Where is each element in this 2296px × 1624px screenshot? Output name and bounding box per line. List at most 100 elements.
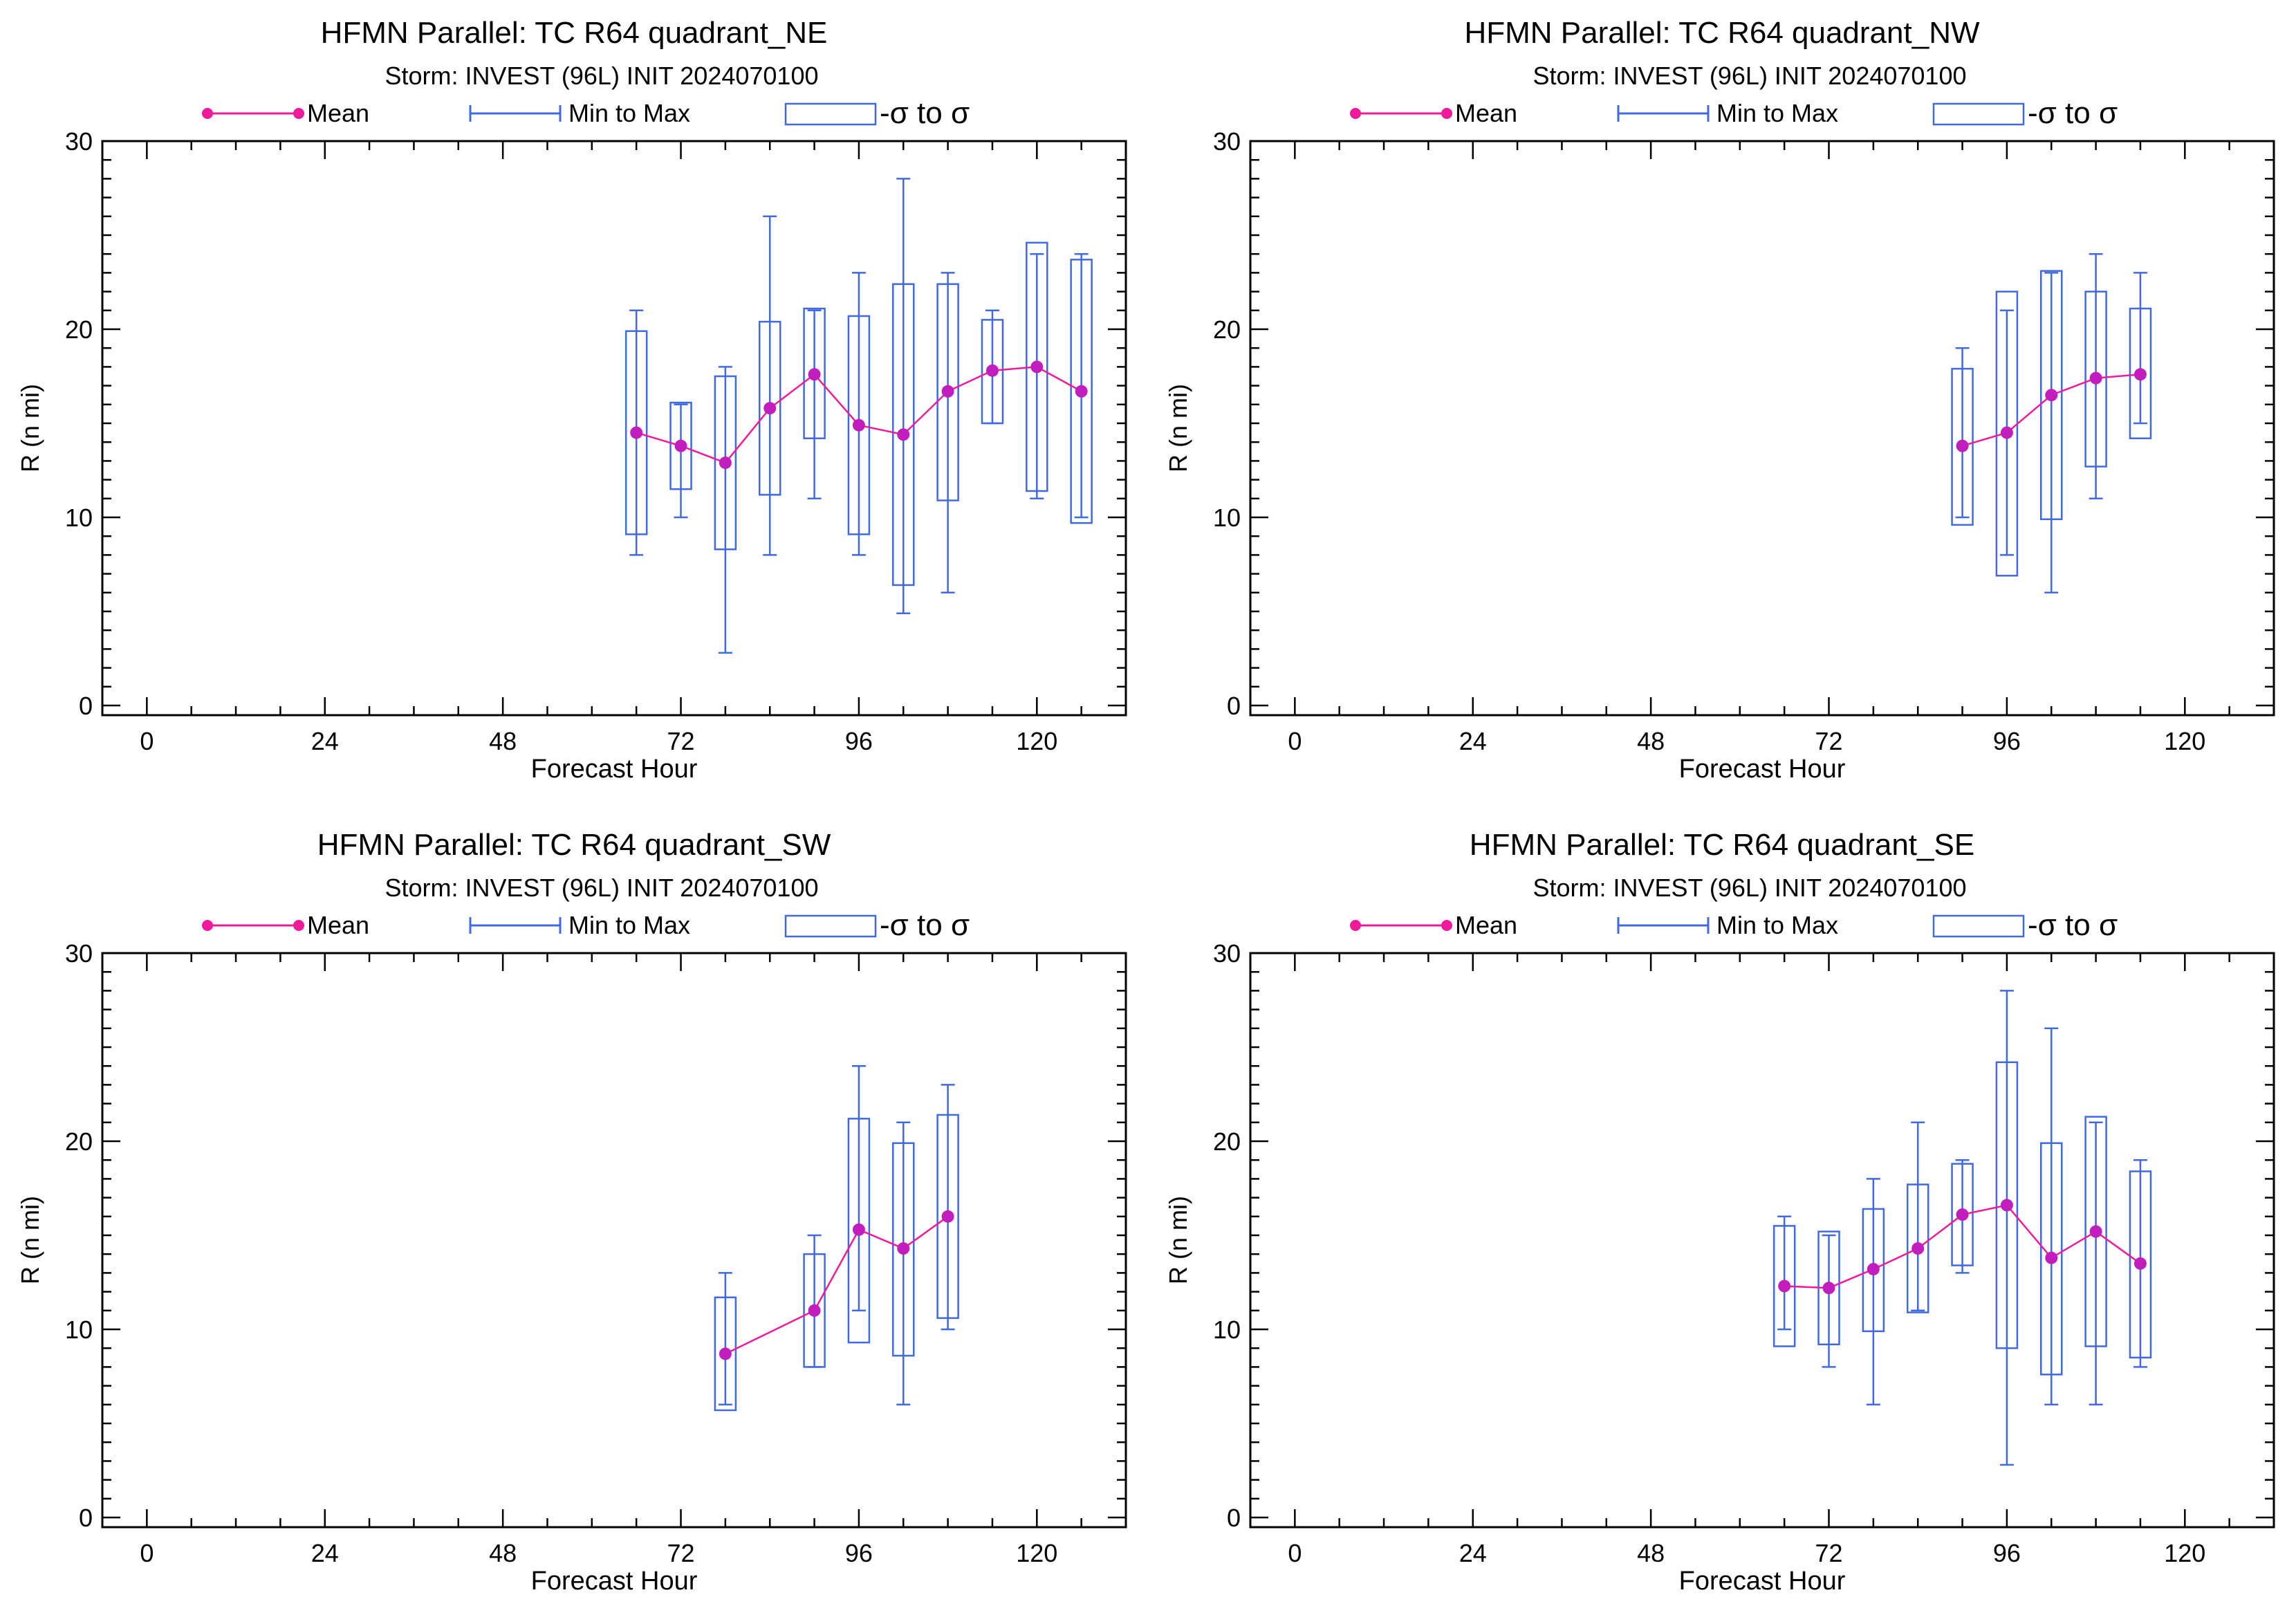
y-axis-label: R (n mi) (16, 1196, 44, 1284)
x-axis-label: Forecast Hour (1679, 1567, 1846, 1596)
sigma-box (758, 320, 781, 496)
sigma-box (624, 330, 648, 535)
mean-point (808, 1304, 821, 1317)
legend-mean-dot (1441, 108, 1452, 119)
mean-point (719, 456, 732, 470)
legend-mean-label: Mean (1455, 911, 1517, 939)
sigma-box (2129, 1170, 2152, 1359)
mean-point (1822, 1282, 1835, 1295)
chart-panel-ne: HFMN Parallel: TC R64 quadrant_NE Storm: … (16, 16, 1127, 784)
legend-minmax-label: Min to Max (568, 99, 690, 127)
legend-mean-dot (293, 920, 304, 931)
mean-point (763, 402, 777, 415)
y-axis-label: R (n mi) (1164, 384, 1192, 472)
y-tick-label: 20 (1213, 1127, 1241, 1156)
mean-point (630, 426, 643, 439)
x-tick-label: 120 (2164, 1539, 2205, 1567)
x-tick-label: 72 (1815, 1539, 1842, 1567)
plot-frame (1249, 952, 2275, 1529)
mean-point (941, 1210, 954, 1223)
sigma-box (2040, 270, 2063, 520)
sigma-box (803, 1253, 826, 1368)
x-tick-label: 24 (1459, 727, 1487, 755)
y-axis-label: R (n mi) (16, 384, 44, 472)
mean-point (1911, 1242, 1925, 1255)
x-axis: 0 24 48 72 96 120 (1288, 953, 2230, 1567)
x-tick-label: 24 (1459, 1539, 1487, 1567)
y-tick-label: 20 (1213, 315, 1241, 344)
legend-minmax-label: Min to Max (1716, 911, 1838, 939)
legend-mean-dot (1350, 920, 1361, 931)
mean-point (2000, 426, 2013, 439)
sigma-box (1951, 1163, 1974, 1266)
sigma-box (2129, 307, 2152, 440)
y-axis-label: R (n mi) (1164, 1196, 1192, 1284)
mean-point (2045, 389, 2058, 402)
y-tick-label: 20 (65, 1127, 93, 1156)
chart-title: HFMN Parallel: TC R64 quadrant_SW (317, 828, 831, 862)
mean-point (852, 418, 865, 432)
chart-subtitle: Storm: INVEST (96L) INIT 2024070100 (1533, 874, 1967, 902)
x-tick-label: 48 (489, 727, 517, 755)
x-axis: 0 24 48 72 96 120 (140, 953, 1082, 1567)
sigma-box (1951, 367, 1974, 526)
legend-sigma-label: -σ to σ (880, 908, 970, 942)
x-tick-label: 120 (1016, 1539, 1057, 1567)
x-tick-label: 72 (667, 1539, 694, 1567)
mean-point (2089, 1225, 2102, 1238)
plot-frame (101, 952, 1127, 1529)
x-tick-label: 96 (1993, 1539, 2021, 1567)
mean-point (897, 428, 910, 441)
x-axis-label: Forecast Hour (1679, 755, 1846, 784)
mean-point (2133, 368, 2147, 381)
legend-mean-dot (293, 108, 304, 119)
mean-point (808, 368, 821, 381)
x-tick-label: 96 (845, 1539, 873, 1567)
chart-title: HFMN Parallel: TC R64 quadrant_SE (1470, 828, 1974, 862)
legend: Mean Min to Max -σ to σ (202, 908, 970, 942)
data-marks (624, 178, 1093, 654)
mean-point (852, 1223, 865, 1236)
legend-mean-dot (202, 108, 213, 119)
x-axis-label: Forecast Hour (531, 1567, 698, 1596)
x-tick-label: 96 (845, 727, 873, 755)
mean-point (2089, 371, 2102, 385)
y-tick-label: 30 (1213, 127, 1241, 156)
mean-point (2045, 1251, 2058, 1264)
data-marks (1772, 990, 2152, 1466)
x-tick-label: 24 (311, 727, 339, 755)
sigma-box (2040, 1142, 2063, 1376)
y-tick-label: 0 (79, 1504, 93, 1532)
legend-mean-dot (1441, 920, 1452, 931)
y-axis: 0 10 20 30 (65, 127, 1126, 720)
sigma-box (714, 1296, 737, 1412)
legend-mean-label: Mean (307, 99, 369, 127)
sigma-box (1070, 259, 1093, 524)
legend-sigma-box (784, 102, 877, 126)
x-tick-label: 96 (1993, 727, 2021, 755)
sigma-box (1995, 1061, 2019, 1349)
legend-sigma-label: -σ to σ (2028, 908, 2118, 942)
legend: Mean Min to Max -σ to σ (202, 96, 970, 130)
mean-point (719, 1347, 732, 1360)
chart-subtitle: Storm: INVEST (96L) INIT 2024070100 (1533, 62, 1967, 90)
plot-frame (101, 140, 1127, 717)
x-tick-label: 120 (1016, 727, 1057, 755)
legend: Mean Min to Max -σ to σ (1350, 96, 2118, 130)
mean-point (2000, 1199, 2013, 1212)
sigma-box (847, 315, 871, 535)
chart-panel-nw: HFMN Parallel: TC R64 quadrant_NW Storm: … (1164, 16, 2275, 784)
x-tick-label: 0 (140, 727, 154, 755)
mean-point (1956, 439, 1969, 452)
chart-title: HFMN Parallel: TC R64 quadrant_NW (1465, 16, 1980, 50)
sigma-box (714, 375, 737, 551)
legend-sigma-box (784, 914, 877, 938)
x-tick-label: 0 (140, 1539, 154, 1567)
sigma-box (936, 1114, 959, 1319)
y-axis: 0 10 20 30 (65, 939, 1126, 1532)
y-axis: 0 10 20 30 (1213, 127, 2274, 720)
legend: Mean Min to Max -σ to σ (1350, 908, 2118, 942)
legend-mean-dot (202, 920, 213, 931)
mean-point (897, 1242, 910, 1255)
mean-point (1778, 1280, 1791, 1293)
